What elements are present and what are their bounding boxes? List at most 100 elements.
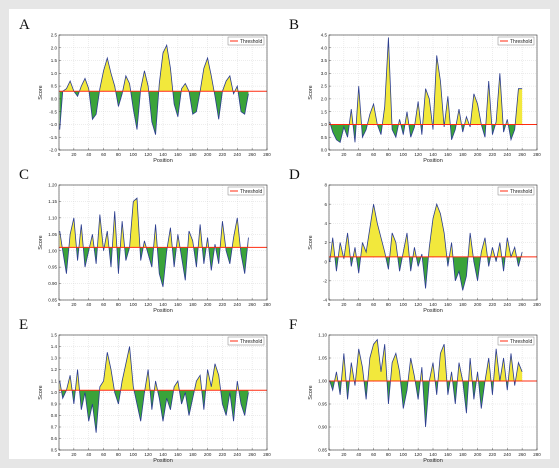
x-tick-label: 120: [144, 452, 152, 457]
legend-box: [497, 336, 535, 346]
chart-a: 0 20 40 60 80 100 120 140 160 180 200 220 240 260 280 -…: [38, 33, 271, 164]
x-tick-label: 200: [474, 302, 482, 307]
y-tick-label: 1.15: [48, 199, 57, 204]
y-tick-label: 1.3: [51, 356, 58, 361]
x-tick-label: 120: [144, 152, 152, 157]
y-tick-label: -2.0: [49, 148, 57, 153]
below-threshold-area: [329, 256, 523, 291]
x-tick-label: 240: [504, 452, 512, 457]
x-tick-label: 260: [248, 452, 256, 457]
y-tick-label: 4.5: [321, 33, 328, 38]
x-tick-label: 140: [159, 452, 167, 457]
legend-box: [497, 36, 535, 46]
y-axis-label: Score: [38, 385, 44, 399]
y-tick-label: 0.7: [51, 425, 58, 430]
panel-letter-e: E: [19, 317, 29, 333]
x-tick-label: 80: [386, 152, 392, 157]
x-tick-label: 40: [356, 152, 362, 157]
legend-box: [227, 336, 265, 346]
y-tick-label: 6: [324, 202, 327, 207]
y-tick-label: 0.5: [321, 135, 328, 140]
y-tick-label: 1.20: [48, 183, 57, 188]
y-tick-label: 0.0: [51, 96, 58, 101]
y-tick-label: 1.4: [51, 344, 58, 349]
score-line: [59, 197, 249, 287]
x-tick-label: 60: [101, 452, 107, 457]
x-tick-label: 240: [504, 152, 512, 157]
score-line: [59, 346, 249, 433]
x-axis-label: Position: [423, 308, 443, 314]
x-tick-label: 240: [234, 452, 242, 457]
y-tick-label: 0.6: [51, 436, 58, 441]
score-line: [329, 338, 523, 428]
x-tick-label: 0: [58, 152, 61, 157]
x-tick-label: 140: [429, 452, 437, 457]
y-axis-label: Score: [308, 235, 314, 249]
x-tick-label: 280: [533, 152, 541, 157]
panel-letter-d: D: [289, 167, 300, 183]
x-tick-label: 280: [263, 302, 271, 307]
x-tick-label: 220: [219, 452, 227, 457]
x-tick-label: 100: [400, 302, 408, 307]
chart-b: 0 20 40 60 80 100 120 140 160 180 200 220 240 260 280 0…: [308, 33, 541, 164]
x-tick-label: 260: [248, 152, 256, 157]
panel-letter-b: B: [289, 17, 300, 33]
score-line: [329, 202, 523, 291]
x-tick-label: 40: [86, 302, 92, 307]
x-tick-label: 280: [263, 452, 271, 457]
y-tick-label: -4: [323, 298, 327, 303]
x-tick-label: 140: [429, 152, 437, 157]
y-tick-label: 1.2: [51, 367, 58, 372]
y-tick-label: 1.5: [51, 58, 58, 63]
x-tick-label: 100: [400, 152, 408, 157]
x-tick-label: 40: [356, 302, 362, 307]
legend-label: Threshold: [240, 39, 262, 45]
panel-f: F 0 20 40 60 80 100 120 140 160 180 200 220 240 260 28…: [279, 309, 549, 464]
y-tick-label: 4: [324, 221, 327, 226]
x-tick-label: 20: [71, 152, 77, 157]
y-tick-label: 1.05: [48, 232, 57, 237]
plot-area: [329, 35, 537, 150]
x-tick-label: 200: [204, 302, 212, 307]
y-tick-label: 2.5: [321, 84, 328, 89]
y-tick-label: 1.05: [318, 356, 327, 361]
x-tick-label: 0: [328, 452, 331, 457]
x-tick-label: 40: [86, 452, 92, 457]
y-axis-label: Score: [38, 85, 44, 99]
x-tick-label: 140: [159, 302, 167, 307]
x-tick-label: 180: [189, 302, 197, 307]
panel-a: A 0 20 40 60 80 100 120 140 160 180 200 220 240 260 28…: [9, 9, 279, 164]
x-tick-label: 260: [518, 152, 526, 157]
x-tick-label: 200: [474, 452, 482, 457]
x-axis-label: Position: [423, 458, 443, 464]
x-tick-label: 200: [204, 452, 212, 457]
y-tick-label: 0: [324, 259, 327, 264]
chart-d: 0 20 40 60 80 100 120 140 160 180 200 220 240 260 280-…: [308, 183, 541, 314]
y-tick-label: 0.0: [321, 148, 328, 153]
x-tick-label: 0: [58, 302, 61, 307]
x-tick-label: 60: [101, 302, 107, 307]
y-tick-label: 0.90: [48, 281, 57, 286]
below-threshold-area: [59, 91, 249, 135]
x-tick-label: 260: [518, 302, 526, 307]
y-tick-label: 1.0: [321, 122, 328, 127]
x-tick-label: 240: [504, 302, 512, 307]
y-tick-label: 2.0: [51, 45, 58, 50]
x-tick-label: 260: [518, 452, 526, 457]
x-tick-label: 180: [459, 452, 467, 457]
x-tick-label: 280: [263, 152, 271, 157]
y-tick-label: 1.10: [48, 215, 57, 220]
x-axis-label: Position: [153, 308, 173, 314]
y-tick-label: 0.5: [51, 84, 58, 89]
x-tick-label: 160: [174, 152, 182, 157]
y-tick-label: -1.0: [49, 122, 57, 127]
legend-label: Threshold: [510, 339, 532, 345]
y-tick-label: 3.0: [321, 71, 328, 76]
legend-box: [227, 36, 265, 46]
x-tick-label: 220: [489, 452, 497, 457]
x-tick-label: 140: [429, 302, 437, 307]
legend: Threshold: [497, 36, 535, 46]
y-tick-label: 8: [324, 183, 327, 188]
legend-label: Threshold: [240, 339, 262, 345]
x-tick-label: 80: [116, 302, 122, 307]
